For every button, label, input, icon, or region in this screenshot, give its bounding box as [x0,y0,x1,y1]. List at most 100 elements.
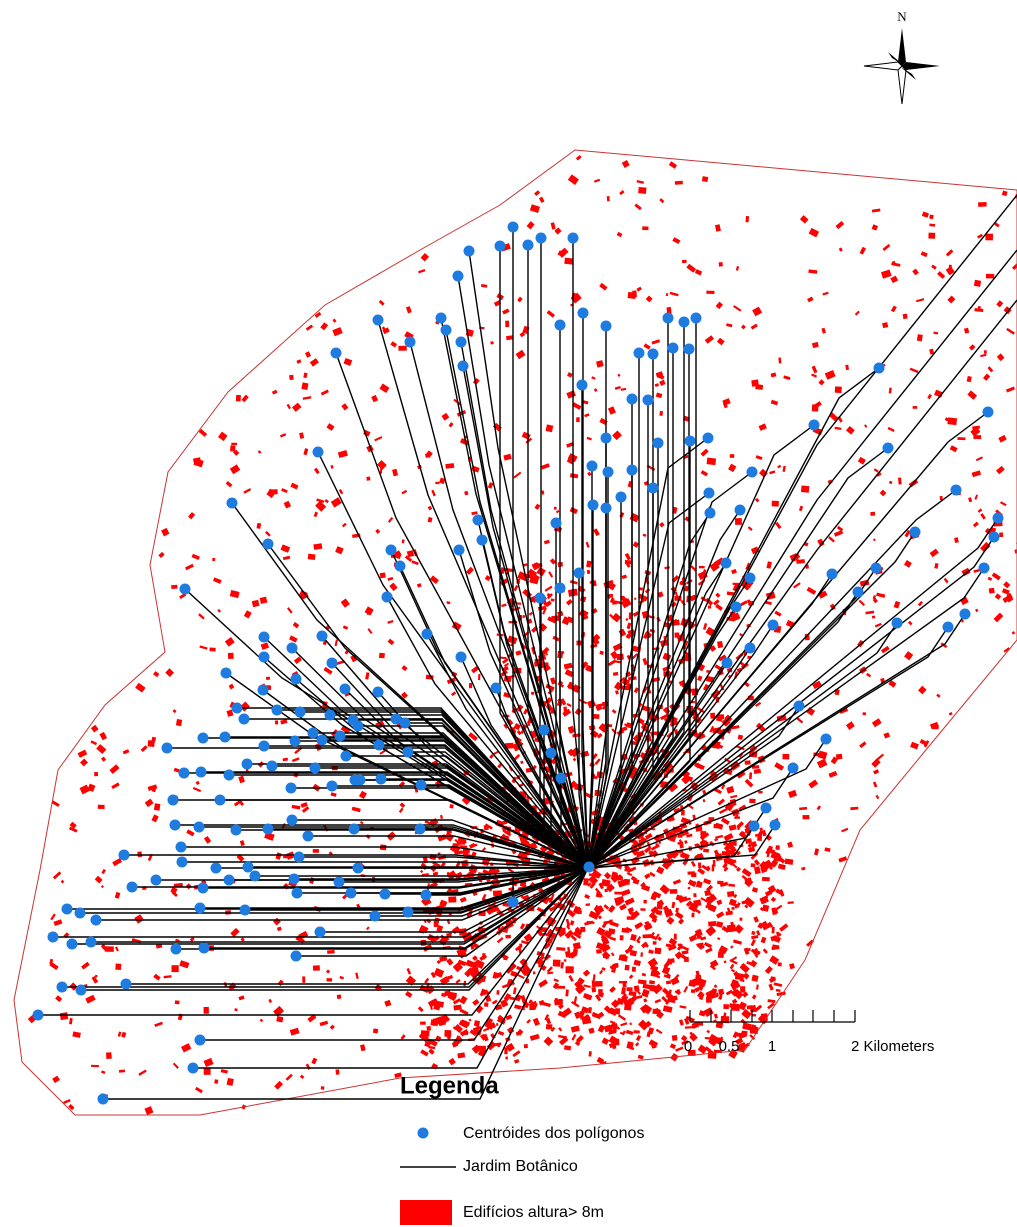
building [785,859,794,865]
building [455,979,460,984]
building [910,368,919,373]
building [659,198,664,203]
building [483,1027,489,1031]
building [730,964,735,969]
centroid [98,1094,109,1105]
building [679,1019,684,1025]
building [91,725,99,733]
building [542,1002,551,1007]
building [838,856,847,862]
building [339,489,343,494]
building [699,566,705,569]
centroid [616,492,627,503]
building [612,613,622,623]
building [808,269,817,273]
building [366,926,370,930]
building [204,1058,214,1067]
building [292,805,301,810]
building [875,795,879,799]
building [513,987,517,994]
building [302,976,305,983]
building [290,1028,300,1036]
building [724,960,727,963]
legend-title: Legenda [400,1072,499,1099]
centroid [291,674,302,685]
building [331,792,337,797]
building [468,1018,471,1021]
building [300,1075,304,1079]
building [659,380,665,386]
centroid [993,513,1004,524]
building [590,730,599,738]
building [873,538,876,541]
building [828,536,835,542]
building [230,464,240,474]
building [660,884,670,894]
building [325,499,329,503]
building [275,720,278,724]
building [516,350,526,359]
building [672,1035,678,1041]
building [967,376,972,382]
building [749,772,752,779]
building [478,674,481,680]
building [327,950,335,954]
centroid [303,831,314,842]
building [755,498,759,503]
building [1006,387,1015,393]
building [812,681,822,690]
building [679,1005,686,1008]
building [629,1022,632,1025]
building [733,305,741,312]
building [947,417,957,425]
building [687,871,694,875]
scale-label: 0.5 [719,1038,740,1055]
building [615,1008,620,1014]
building [619,904,627,911]
building [666,981,671,985]
building [283,556,290,560]
building [292,403,302,412]
centroid [373,687,384,698]
centroid [568,233,579,244]
building [389,583,397,591]
building [275,852,281,860]
building [908,621,913,626]
building [635,1042,639,1046]
building [634,687,639,693]
building [994,613,1004,623]
building [571,1025,580,1032]
building [615,386,621,390]
centroid [195,903,206,914]
building [144,1106,153,1115]
building [441,413,449,421]
building [464,491,468,495]
building [338,450,348,458]
building [439,956,447,962]
building [314,512,318,517]
building [161,528,169,537]
building [153,671,159,677]
centroid [415,824,426,835]
building [883,244,891,251]
building [513,472,521,479]
building [560,962,564,969]
building [417,583,422,588]
building [947,295,955,303]
building [638,979,647,984]
compass-needle [864,62,902,70]
building [675,181,683,185]
building [596,360,604,367]
centroid [224,770,235,781]
building [1006,328,1015,335]
building [613,672,618,676]
building [326,978,332,981]
centroid [588,500,599,511]
building [787,901,793,904]
building [573,758,577,762]
building [204,836,211,844]
building [717,881,723,885]
building [872,616,875,619]
building [99,732,107,740]
building [501,604,507,608]
